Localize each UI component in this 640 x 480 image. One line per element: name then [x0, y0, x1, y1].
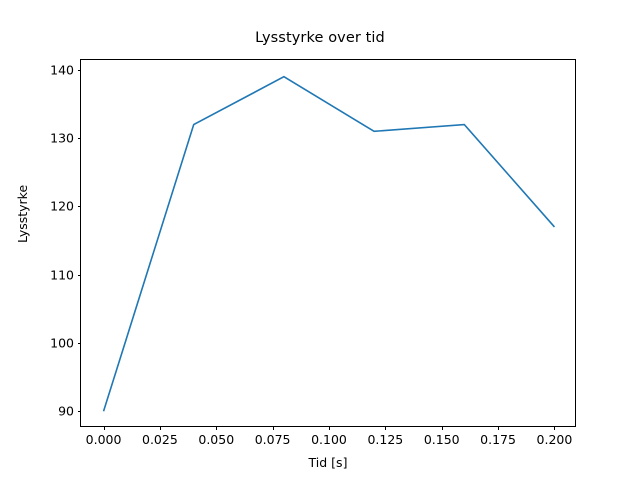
line-series-path: [102, 75, 556, 412]
x-tick-mark: [272, 426, 274, 430]
x-tick-label: 0.150: [423, 432, 460, 447]
plot-axes-area: 90 100 110 120 130 140 0.000 0.025 0.050 0.075 0.…: [50, 59, 576, 447]
x-tick-mark: [329, 426, 330, 430]
y-tick-label: 120: [50, 198, 74, 214]
x-tick-label: 0.025: [142, 432, 178, 447]
y-tick-label: 90: [58, 403, 74, 419]
x-tick-label: 0.200: [536, 432, 573, 447]
x-axis-label: Tid [s]: [308, 455, 348, 470]
y-tick-mark: [77, 138, 81, 140]
y-tick-label: 100: [50, 335, 74, 351]
x-tick-mark: [554, 426, 556, 430]
y-tick-label: 110: [50, 267, 74, 283]
x-tick-mark: [216, 426, 218, 430]
y-tick-label: 140: [50, 62, 74, 78]
x-tick-label: 0.000: [85, 432, 122, 447]
y-tick-mark: [77, 69, 81, 71]
y-tick-mark: [77, 206, 81, 208]
x-tick-label: 0.050: [198, 432, 235, 447]
x-tick-label: 0.075: [254, 432, 291, 447]
x-tick-mark: [159, 426, 161, 430]
chart-title: Lysstyrke over tid: [255, 30, 385, 46]
x-tick-mark: [441, 426, 443, 430]
x-tick-label: 0.125: [367, 432, 404, 447]
x-tick-mark: [385, 426, 387, 430]
y-tick-mark: [77, 343, 81, 344]
line-series-svg: [102, 75, 556, 412]
x-tick-mark: [103, 426, 105, 430]
y-axis-label: Lysstyrke: [15, 184, 30, 243]
x-tick-label: 0.100: [311, 432, 347, 447]
x-tick-label: 0.175: [480, 432, 516, 447]
y-tick-mark: [77, 274, 81, 276]
x-tick-mark: [498, 426, 500, 430]
y-tick-mark: [77, 411, 81, 413]
y-tick-label: 130: [50, 130, 74, 146]
